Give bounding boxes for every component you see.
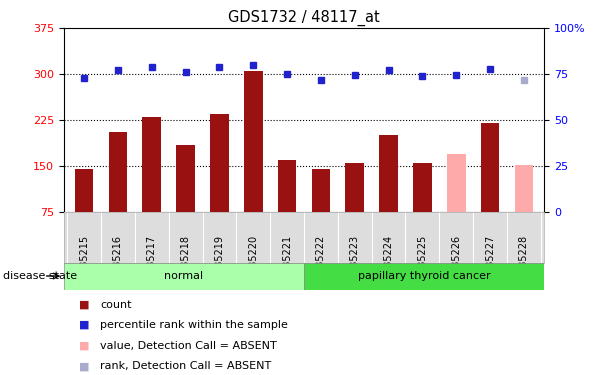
Text: GSM85221: GSM85221: [282, 235, 292, 288]
Bar: [176, 144, 195, 212]
Text: GSM85218: GSM85218: [181, 235, 191, 288]
Text: ■: ■: [79, 300, 89, 309]
Bar: [278, 160, 296, 212]
Text: GSM85225: GSM85225: [417, 235, 427, 288]
Bar: [304, 262, 544, 290]
Text: percentile rank within the sample: percentile rank within the sample: [100, 320, 288, 330]
Text: GSM85227: GSM85227: [485, 235, 495, 288]
Text: GSM85226: GSM85226: [451, 235, 461, 288]
Text: GSM85216: GSM85216: [113, 235, 123, 288]
Bar: [481, 123, 499, 212]
Bar: [345, 163, 364, 212]
Bar: [142, 117, 161, 212]
Text: papillary thyroid cancer: papillary thyroid cancer: [358, 271, 491, 281]
Text: value, Detection Call = ABSENT: value, Detection Call = ABSENT: [100, 341, 277, 351]
Text: GSM85217: GSM85217: [147, 235, 157, 288]
Bar: [64, 262, 304, 290]
Text: ■: ■: [79, 362, 89, 371]
Bar: [312, 169, 330, 212]
Bar: [447, 154, 466, 212]
Text: GSM85219: GSM85219: [215, 235, 224, 288]
Bar: [244, 71, 263, 212]
Bar: [413, 163, 432, 212]
Text: GDS1732 / 48117_at: GDS1732 / 48117_at: [228, 9, 380, 26]
Bar: [75, 169, 94, 212]
Text: normal: normal: [164, 271, 204, 281]
Text: GSM85228: GSM85228: [519, 235, 529, 288]
Text: GSM85215: GSM85215: [79, 235, 89, 288]
Text: rank, Detection Call = ABSENT: rank, Detection Call = ABSENT: [100, 362, 272, 371]
Text: GSM85220: GSM85220: [248, 235, 258, 288]
Bar: [514, 165, 533, 212]
Bar: [379, 135, 398, 212]
Text: GSM85224: GSM85224: [384, 235, 393, 288]
Text: GSM85223: GSM85223: [350, 235, 360, 288]
Bar: [210, 114, 229, 212]
Text: ■: ■: [79, 320, 89, 330]
Bar: [109, 132, 127, 212]
Text: disease state: disease state: [3, 271, 77, 281]
Text: GSM85222: GSM85222: [316, 235, 326, 288]
Text: count: count: [100, 300, 132, 309]
Text: ■: ■: [79, 341, 89, 351]
